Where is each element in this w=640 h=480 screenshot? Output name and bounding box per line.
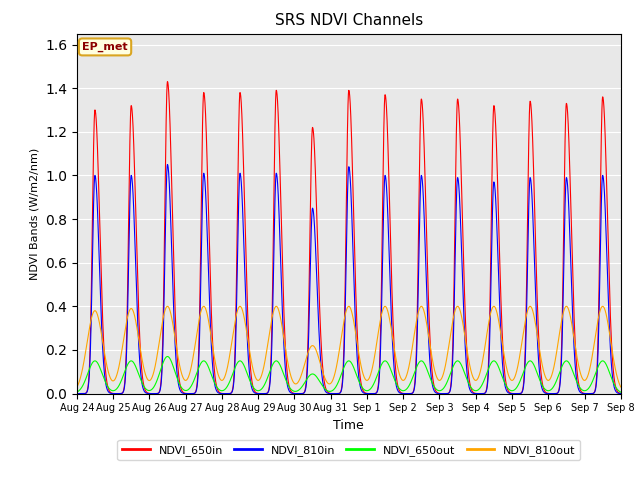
Line: NDVI_650in: NDVI_650in bbox=[77, 82, 621, 394]
NDVI_650out bbox=[413, 363, 421, 369]
Title: SRS NDVI Channels: SRS NDVI Channels bbox=[275, 13, 423, 28]
NDVI_650out bbox=[564, 359, 572, 365]
Line: NDVI_810out: NDVI_810out bbox=[77, 306, 621, 387]
NDVI_810out bbox=[564, 305, 572, 311]
NDVI_650out bbox=[73, 389, 81, 395]
NDVI_810in bbox=[564, 190, 572, 196]
Text: EP_met: EP_met bbox=[82, 42, 128, 52]
NDVI_810in bbox=[413, 329, 421, 335]
NDVI_810out bbox=[282, 344, 289, 349]
NDVI_810out bbox=[413, 314, 421, 320]
NDVI_810out bbox=[617, 384, 625, 390]
NDVI_810in bbox=[73, 391, 81, 396]
NDVI_810out bbox=[73, 384, 81, 390]
NDVI_650in bbox=[164, 79, 172, 84]
NDVI_650out bbox=[588, 380, 596, 385]
NDVI_650in bbox=[413, 307, 421, 313]
Legend: NDVI_650in, NDVI_810in, NDVI_650out, NDVI_810out: NDVI_650in, NDVI_810in, NDVI_650out, NDV… bbox=[118, 440, 580, 460]
NDVI_650in bbox=[588, 391, 596, 396]
NDVI_810in bbox=[588, 391, 596, 396]
NDVI_650out bbox=[138, 380, 146, 385]
NDVI_810in bbox=[567, 256, 575, 262]
NDVI_650in bbox=[564, 119, 572, 124]
Y-axis label: NDVI Bands (W/m2/nm): NDVI Bands (W/m2/nm) bbox=[29, 147, 40, 280]
NDVI_650out bbox=[282, 375, 289, 381]
X-axis label: Time: Time bbox=[333, 419, 364, 432]
NDVI_810in bbox=[164, 162, 172, 168]
NDVI_810in bbox=[617, 391, 625, 396]
NDVI_650in bbox=[73, 391, 81, 396]
NDVI_650in bbox=[617, 391, 625, 396]
NDVI_650in bbox=[138, 368, 146, 374]
NDVI_650in bbox=[282, 342, 289, 348]
NDVI_810in bbox=[282, 365, 289, 371]
Line: NDVI_650out: NDVI_650out bbox=[77, 357, 621, 392]
NDVI_810out bbox=[588, 354, 596, 360]
NDVI_650out bbox=[617, 389, 625, 395]
NDVI_650out bbox=[164, 354, 172, 360]
NDVI_810out bbox=[567, 315, 575, 321]
NDVI_650in bbox=[567, 196, 575, 202]
NDVI_810out bbox=[563, 303, 570, 309]
Line: NDVI_810in: NDVI_810in bbox=[77, 165, 621, 394]
NDVI_810out bbox=[138, 355, 146, 361]
NDVI_810in bbox=[138, 380, 146, 385]
NDVI_650out bbox=[567, 363, 575, 369]
